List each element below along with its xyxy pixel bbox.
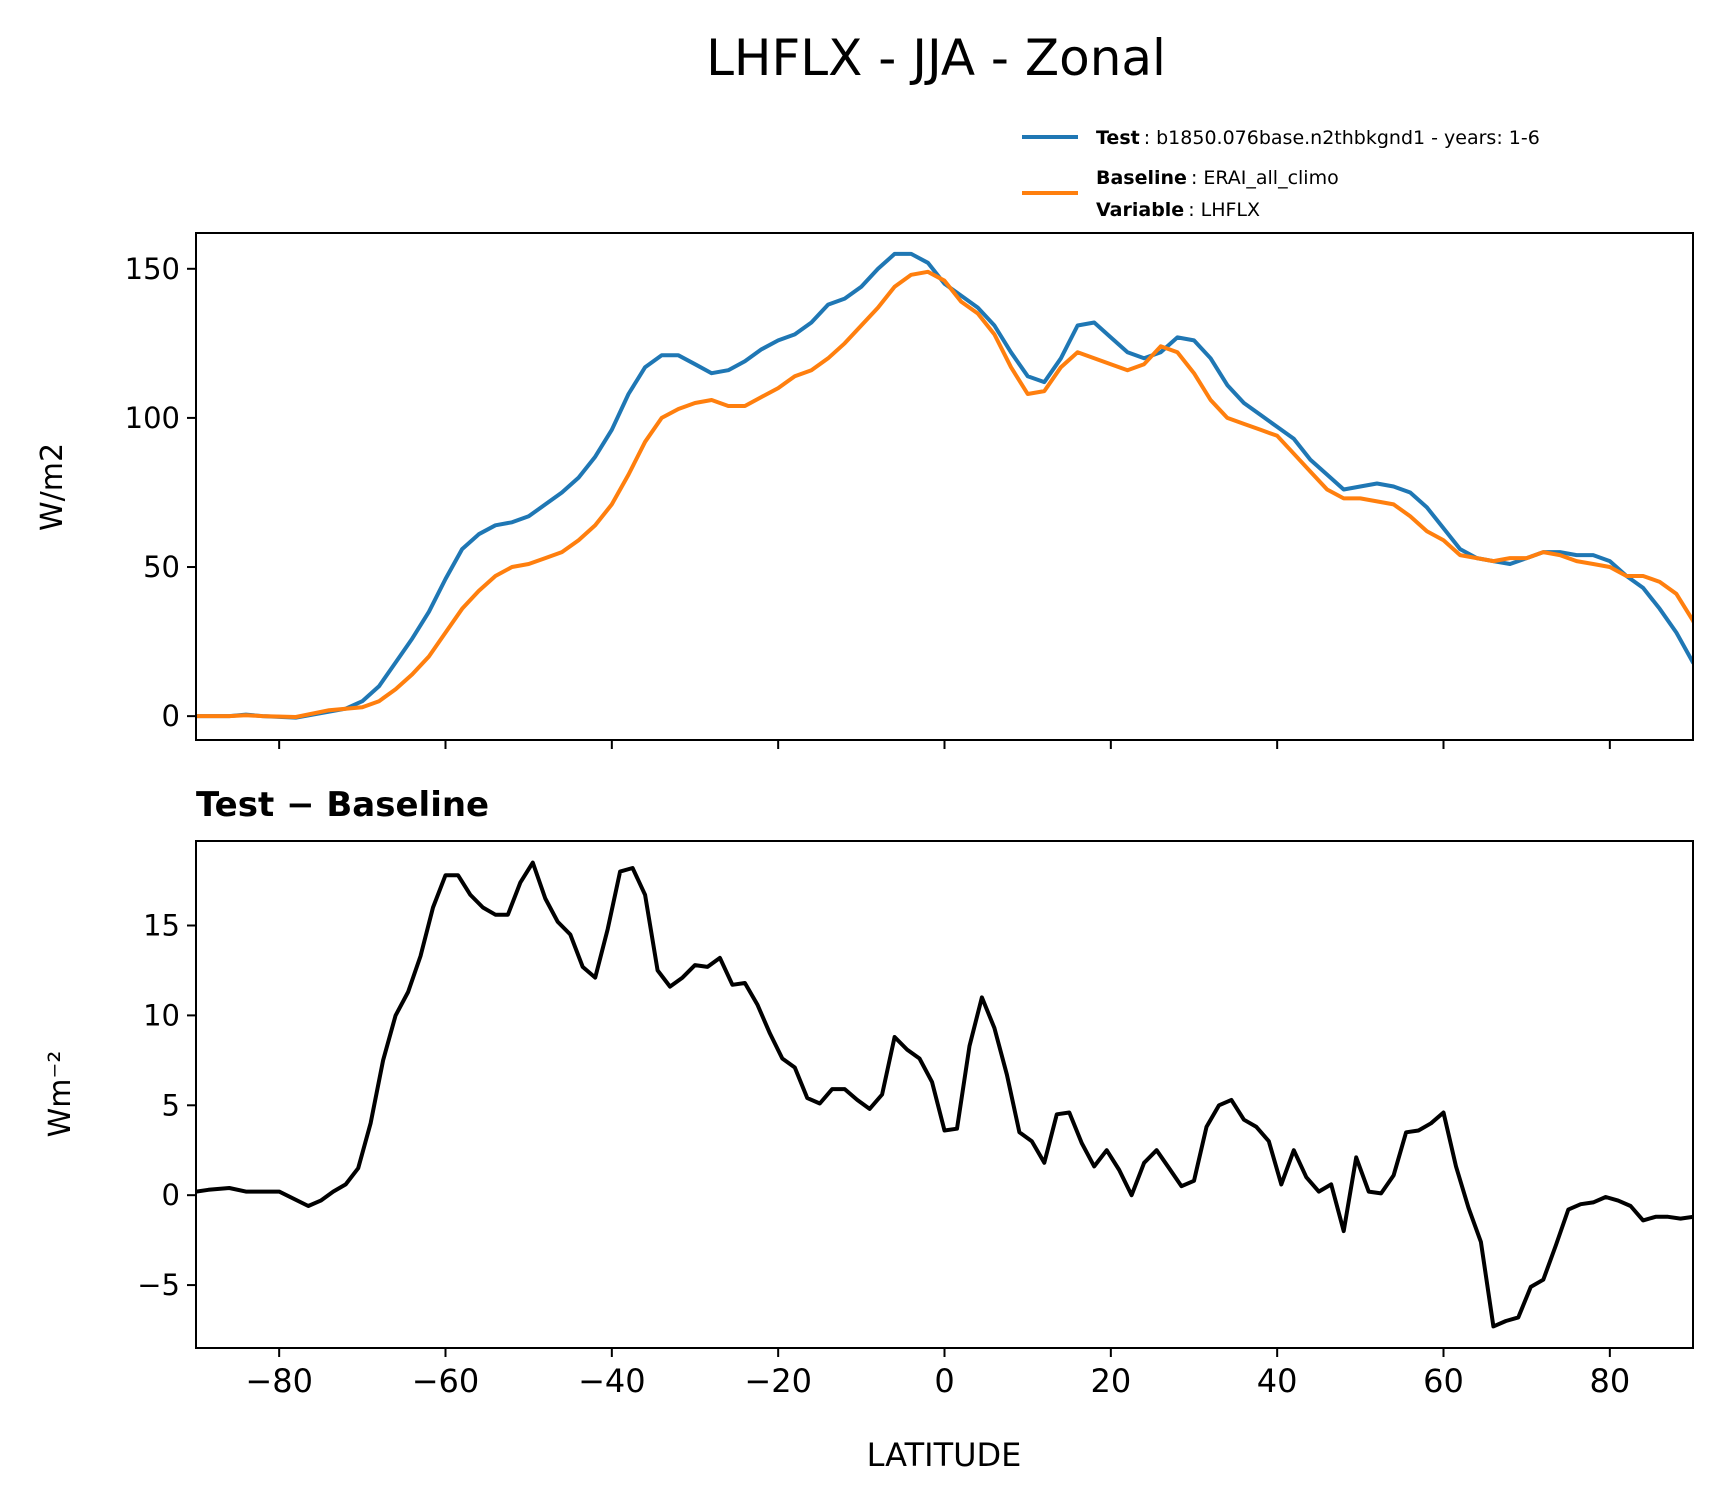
bottom-series-test-baseline <box>196 860 1693 1329</box>
bottom-xtick-label: 20 <box>1090 1362 1131 1400</box>
legend-baseline-value: ERAI_all_climo <box>1203 167 1338 189</box>
top-panel-frame <box>195 232 1694 741</box>
bottom-xtick-label: −60 <box>412 1362 480 1400</box>
top-ytick-label: 150 <box>125 252 180 286</box>
top-ylabel: W/m2 <box>35 443 70 531</box>
bottom-panel: Test − Baseline −5 0 5 10 15 −80 −60 −40 −20 0 20… <box>43 785 1694 1474</box>
bottom-xtick-label: −80 <box>245 1362 313 1400</box>
legend-variable-value: LHFLX <box>1201 199 1260 221</box>
svg-text:Variable:LHFLX: Variable: LHFLX <box>1096 199 1260 221</box>
bottom-ytick-label: −5 <box>137 1268 180 1302</box>
svg-text:Test:b1850.076base.n2thbkgnd1: Test: b1850.076base.n2thbkgnd1 - years: 1… <box>1096 127 1540 149</box>
top-ytick-label: 100 <box>125 401 180 435</box>
bottom-xtick-label: 80 <box>1589 1362 1630 1400</box>
legend-test-value: b1850.076base.n2thbkgnd1 - years: 1-6 <box>1156 127 1540 149</box>
bottom-ylabel: Wm⁻² <box>43 1051 78 1138</box>
top-ytick-label: 50 <box>143 550 180 584</box>
x-axis-label: LATITUDE <box>867 1436 1022 1474</box>
legend-baseline-label: Baseline <box>1096 167 1187 189</box>
bottom-ytick-label: 10 <box>143 998 180 1032</box>
svg-text:Baseline:ERAI_all_climo: Baseline: ERAI_all_climo <box>1096 167 1339 189</box>
bottom-xtick-label: 0 <box>934 1362 954 1400</box>
top-ytick-label: 0 <box>162 699 180 733</box>
legend: Test: b1850.076base.n2thbkgnd1 - years: 1… <box>1022 127 1540 221</box>
bottom-xtick-label: 60 <box>1423 1362 1464 1400</box>
legend-variable-label: Variable <box>1096 199 1184 221</box>
bottom-ytick-label: 5 <box>162 1088 180 1122</box>
top-series-test <box>196 251 1693 720</box>
bottom-xtick-label: 40 <box>1257 1362 1298 1400</box>
top-series-baseline <box>196 269 1693 719</box>
top-panel: 0 50 100 150 W/m2 <box>35 232 1694 749</box>
bottom-panel-frame <box>195 840 1694 1349</box>
bottom-xtick-label: −40 <box>578 1362 646 1400</box>
bottom-panel-title: Test − Baseline <box>196 785 489 825</box>
bottom-ytick-label: 0 <box>162 1178 180 1212</box>
bottom-xtick-label: −20 <box>744 1362 812 1400</box>
bottom-ytick-label: 15 <box>143 909 180 943</box>
legend-test-label: Test <box>1096 127 1140 149</box>
figure-title: LHFLX - JJA - Zonal <box>706 29 1166 87</box>
